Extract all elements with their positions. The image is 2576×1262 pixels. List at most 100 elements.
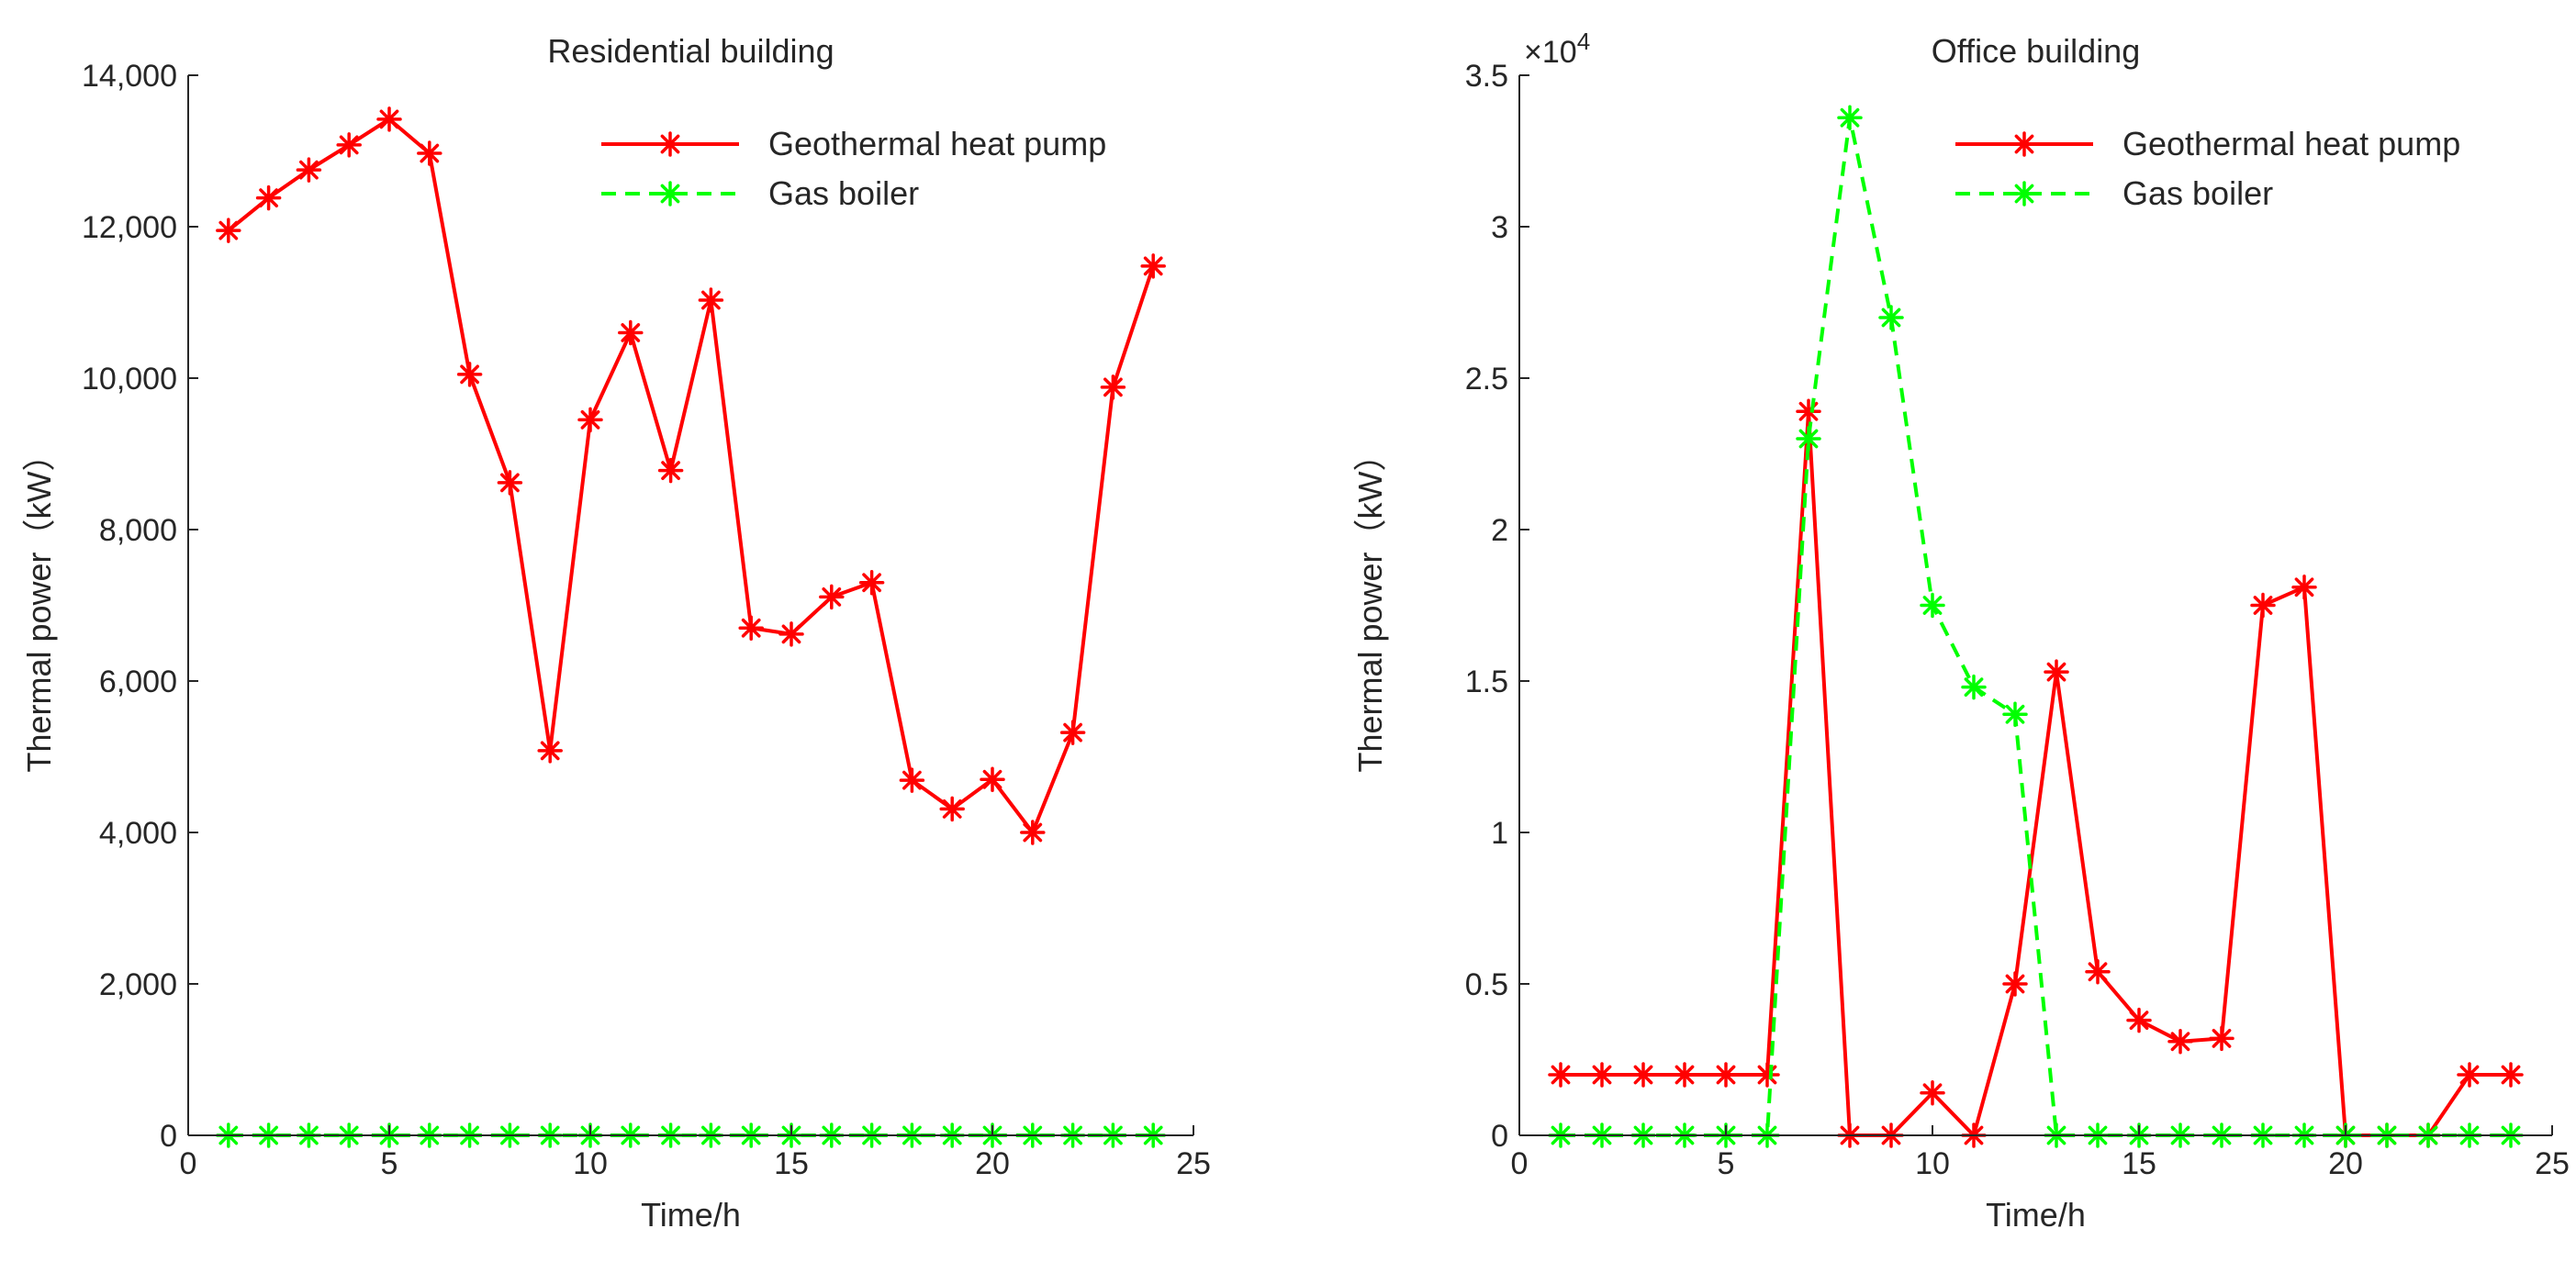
- data-point: [1100, 374, 1126, 400]
- x-tick-label: 0: [1511, 1146, 1529, 1181]
- data-point: [657, 457, 684, 484]
- y-tick-label: 6,000: [99, 665, 177, 699]
- data-point: [1713, 1062, 1739, 1088]
- x-tick-label: 10: [573, 1146, 608, 1181]
- x-tick-label: 15: [774, 1146, 809, 1181]
- data-point: [2167, 1028, 2193, 1055]
- legend-marker: [2011, 131, 2037, 157]
- data-point: [2002, 971, 2028, 997]
- data-point: [778, 621, 804, 647]
- data-point: [899, 767, 925, 793]
- data-point: [376, 106, 402, 132]
- data-point: [1672, 1062, 1697, 1088]
- data-point: [1920, 592, 1945, 619]
- data-point: [537, 738, 563, 764]
- y-tick-label: 2: [1491, 513, 1508, 548]
- x-tick-label: 5: [381, 1146, 398, 1181]
- y-axis-label: Thermal power（kW）: [1351, 438, 1389, 772]
- data-point: [577, 407, 603, 433]
- series-geothermal-heat-pump: [1548, 398, 2524, 1148]
- y-tick-label: 8,000: [99, 513, 177, 548]
- y-tick-label: 0.5: [1465, 967, 1508, 1002]
- y-tick-label: 0: [1491, 1119, 1508, 1154]
- data-point: [296, 157, 322, 183]
- data-point: [1059, 720, 1086, 745]
- y-exponent-label: ×104: [1524, 28, 1590, 70]
- x-tick-label: 20: [2328, 1146, 2363, 1181]
- data-point: [1548, 1062, 1574, 1088]
- data-point: [2085, 959, 2111, 985]
- data-point: [216, 218, 241, 243]
- data-point: [738, 615, 764, 641]
- legend-item: Geothermal heat pump: [601, 125, 1106, 162]
- data-point: [1630, 1062, 1656, 1088]
- data-point: [1961, 674, 1987, 700]
- legend-label: Gas boiler: [768, 174, 919, 212]
- data-point: [1140, 253, 1166, 279]
- data-point: [2044, 659, 2069, 685]
- x-tick-label: 20: [975, 1146, 1010, 1181]
- data-point: [980, 766, 1005, 792]
- x-tick-label: 5: [1718, 1146, 1735, 1181]
- data-point: [2498, 1062, 2524, 1088]
- y-tick-label: 2.5: [1465, 362, 1508, 396]
- legend-label: Geothermal heat pump: [2122, 125, 2460, 162]
- y-tick-label: 1: [1491, 816, 1508, 851]
- legend-marker: [657, 181, 683, 207]
- y-tick-label: 4,000: [99, 816, 177, 851]
- data-point: [1754, 1062, 1780, 1088]
- y-tick-label: 10,000: [82, 362, 177, 396]
- data-point: [858, 570, 885, 596]
- data-point: [2250, 592, 2276, 619]
- series-gas-boiler: [1548, 105, 2524, 1148]
- x-tick-label: 15: [2122, 1146, 2156, 1181]
- series-line: [227, 117, 1156, 834]
- y-tick-label: 3: [1491, 210, 1508, 245]
- data-point: [618, 319, 644, 346]
- x-tick-label: 0: [180, 1146, 197, 1181]
- chart-title: Office building: [1932, 32, 2140, 70]
- data-point: [819, 584, 845, 610]
- data-point: [497, 470, 523, 496]
- legend-label: Gas boiler: [2122, 174, 2273, 212]
- legend: Geothermal heat pump Gas boiler: [601, 125, 1106, 212]
- series-geothermal-heat-pump: [216, 106, 1166, 845]
- data-point: [2209, 1025, 2234, 1052]
- y-tick-label: 1.5: [1465, 665, 1508, 699]
- data-point: [456, 362, 483, 387]
- chart-panel-2: 0 5 10 15 20 25 0 0.5 1 1.5 2 2.5 3 3.5 ×104 Office bui…: [1351, 28, 2570, 1234]
- data-point: [255, 184, 282, 211]
- x-axis-label: Time/h: [1986, 1196, 2086, 1234]
- series-line: [1561, 116, 2511, 1137]
- data-point: [1920, 1080, 1945, 1106]
- x-tick-label: 10: [1915, 1146, 1950, 1181]
- series-line: [1561, 409, 2511, 1137]
- data-point: [1796, 426, 1821, 452]
- x-tick-label: 25: [1176, 1146, 1211, 1181]
- data-point: [2457, 1062, 2482, 1088]
- chart-panel-1: 0 5 10 15 20 25 0 2,000 4,000 6,000 8,000 10,000 12,…: [20, 32, 1211, 1234]
- legend-item: Geothermal heat pump: [1955, 125, 2460, 162]
- data-point: [2002, 701, 2028, 728]
- data-point: [1837, 105, 1863, 130]
- data-point: [2126, 1007, 2152, 1033]
- data-point: [1878, 305, 1904, 330]
- data-point: [1796, 398, 1821, 425]
- y-tick-label: 3.5: [1465, 59, 1508, 94]
- chart-title: Residential building: [547, 32, 834, 70]
- data-point: [2291, 574, 2317, 600]
- data-point: [1020, 820, 1046, 845]
- legend-marker: [657, 131, 683, 157]
- data-point: [417, 140, 442, 166]
- y-tick-label: 14,000: [82, 59, 177, 94]
- data-point: [698, 287, 724, 313]
- data-point: [939, 796, 965, 822]
- legend-label: Geothermal heat pump: [768, 125, 1106, 162]
- x-axis-label: Time/h: [641, 1196, 741, 1234]
- legend-item: Gas boiler: [1955, 174, 2273, 212]
- y-tick-label: 0: [160, 1119, 177, 1154]
- x-tick-label: 25: [2535, 1146, 2570, 1181]
- y-tick-label: 12,000: [82, 210, 177, 245]
- legend-item: Gas boiler: [601, 174, 919, 212]
